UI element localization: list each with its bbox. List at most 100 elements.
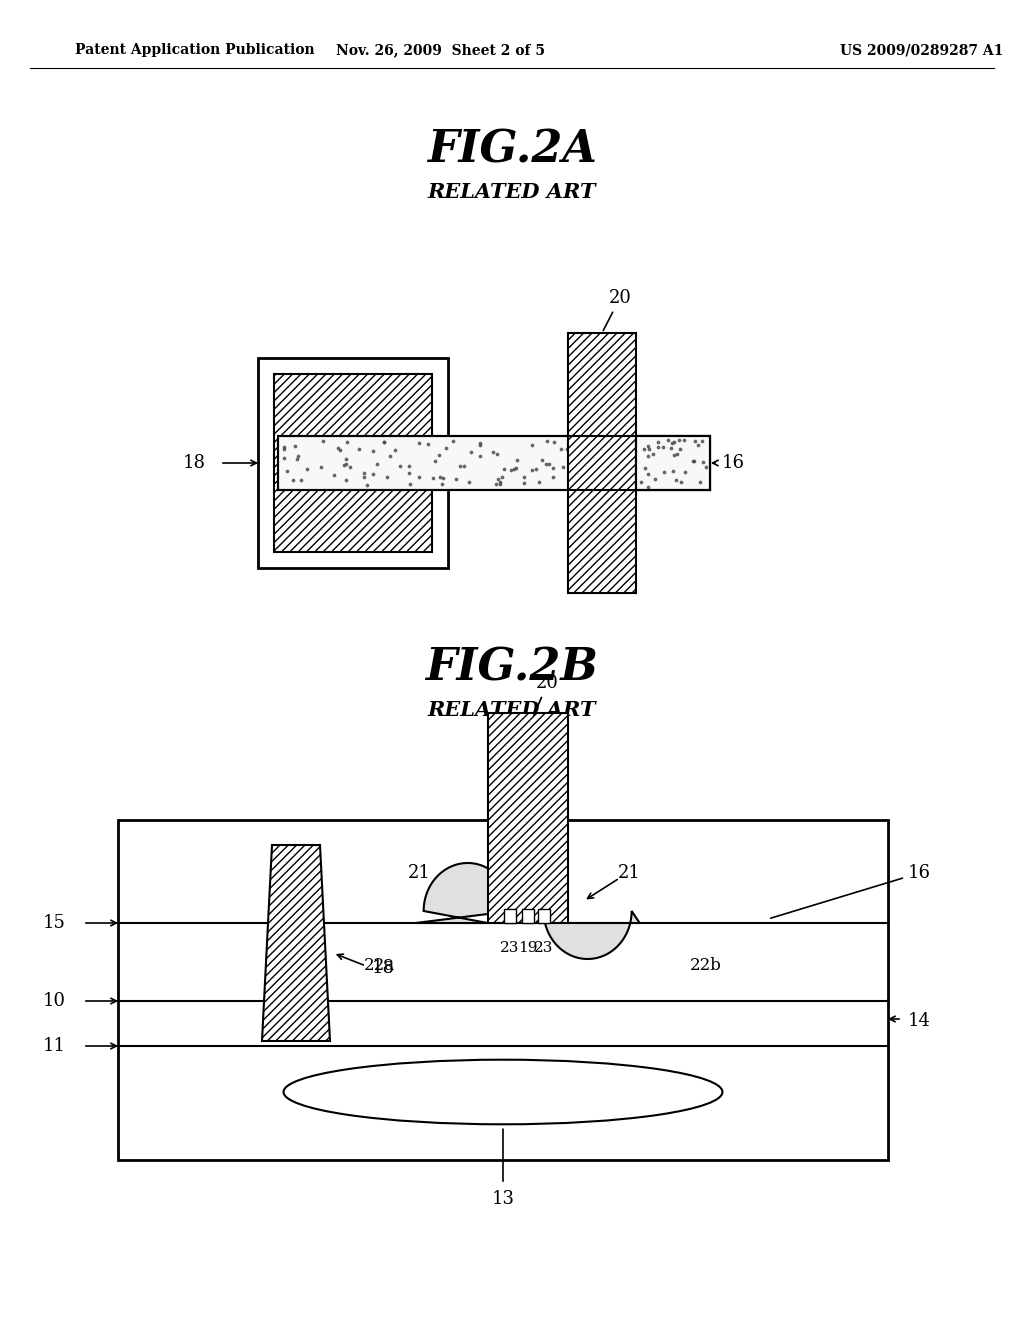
Point [686,430,702,451]
Point [645,444,662,465]
Point [553,438,569,459]
Point [622,446,638,467]
Point [411,432,427,453]
Point [563,458,580,479]
Point [425,467,441,488]
Point [472,445,488,466]
Point [659,462,676,483]
Point [336,454,352,475]
Point [617,459,634,480]
Point [293,470,309,491]
Point [689,463,706,484]
Point [411,466,427,487]
Bar [521,909,534,923]
Point [358,474,375,495]
Point [598,445,614,466]
Point [670,470,686,491]
Text: 20: 20 [534,675,559,715]
Point [494,466,510,487]
Bar [274,374,432,552]
Point [663,449,679,470]
Polygon shape [416,863,512,923]
Point [456,455,472,477]
Text: FIG.2B: FIG.2B [426,647,598,689]
Text: 18: 18 [183,454,206,473]
Text: 21: 21 [409,865,431,882]
Point [684,441,700,462]
Bar [504,909,516,923]
Point [633,471,649,492]
Point [326,465,342,486]
Point [471,433,487,454]
Text: RELATED ART: RELATED ART [428,182,596,202]
Point [555,457,571,478]
Point [463,442,479,463]
Point [657,444,674,465]
Bar [487,713,567,923]
Point [276,437,293,458]
Point [355,462,372,483]
Point [632,461,648,482]
Point [332,440,348,461]
Point [524,434,541,455]
Text: US 2009/0289287 A1: US 2009/0289287 A1 [840,44,1004,57]
Point [644,432,660,453]
Point [330,437,346,458]
Point [643,474,659,495]
Point [392,455,409,477]
Point [592,444,608,465]
Point [312,457,329,478]
Point [649,436,666,457]
Bar [538,909,550,923]
Point [664,433,680,454]
Bar [636,436,710,490]
Point [379,466,395,487]
Point [539,430,555,451]
Point [314,430,331,451]
Bar [568,333,636,593]
Point [433,474,450,495]
Point [489,469,506,490]
Point [654,437,671,458]
Point [472,434,488,455]
Point [524,459,541,480]
Point [656,462,673,483]
Point [530,471,547,492]
Point [285,469,301,490]
Point [675,430,691,451]
Point [431,466,447,487]
Point [487,474,504,495]
Point [279,461,295,482]
Text: 15: 15 [43,913,66,932]
Text: 11: 11 [43,1038,66,1055]
Point [603,466,620,487]
Point [697,457,714,478]
Text: 10: 10 [43,993,66,1010]
Point [676,429,692,450]
Point [289,449,305,470]
Point [492,473,508,494]
Point [684,470,700,491]
Point [663,438,679,459]
Point [666,445,682,466]
Text: 16: 16 [722,454,745,473]
Point [420,434,436,455]
Point [515,466,531,487]
Point [338,454,354,475]
Point [673,473,689,494]
Point [666,432,682,453]
Point [648,455,665,477]
Point [641,438,657,459]
Point [640,436,656,457]
Point [545,457,561,478]
Point [633,434,649,455]
Point [493,471,509,492]
Point [489,444,506,465]
Text: 13: 13 [492,1191,514,1208]
Point [640,445,656,466]
Point [365,441,381,462]
Polygon shape [262,845,330,1041]
Point [546,432,562,453]
Point [685,451,701,473]
Point [366,463,382,484]
